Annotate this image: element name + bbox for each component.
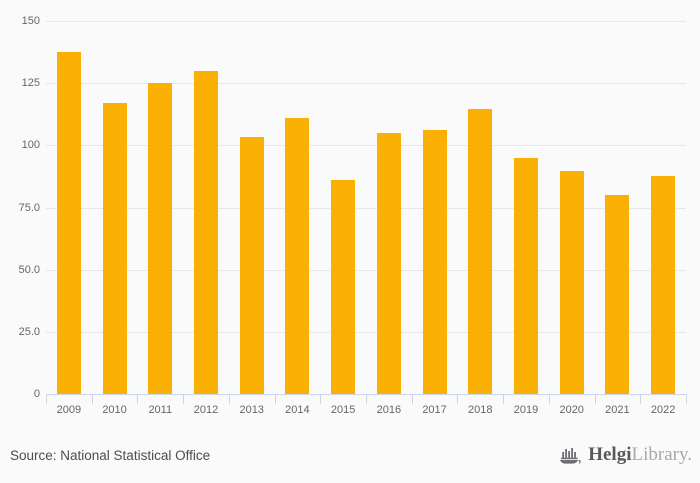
y-axis-label-50.0: 50.0 <box>18 263 40 276</box>
gridline-125 <box>46 83 686 85</box>
x-axis-label-2017: 2017 <box>422 404 447 416</box>
x-axis-tick <box>183 395 185 404</box>
helgi-ship-icon <box>559 445 583 465</box>
helgi-library-logo[interactable]: HelgiLibrary. <box>559 443 692 467</box>
x-axis-label-2013: 2013 <box>239 404 264 416</box>
x-axis-label-2022: 2022 <box>650 404 676 416</box>
gridline-25 <box>46 331 686 333</box>
x-axis-tick <box>640 395 642 404</box>
bar-2013[interactable] <box>239 136 264 394</box>
bar-2021[interactable] <box>605 195 630 394</box>
bar-2017[interactable] <box>422 130 447 394</box>
bar-2022[interactable] <box>651 176 676 394</box>
x-axis-label-2009: 2009 <box>56 404 82 416</box>
x-axis-tick <box>594 395 596 404</box>
logo-text-helgi: Helgi <box>588 444 632 465</box>
gridline-150 <box>46 21 686 22</box>
x-axis-tick <box>548 395 550 404</box>
y-axis-label-75.0: 75.0 <box>18 201 40 214</box>
plot-area <box>46 21 686 394</box>
bar-2019[interactable] <box>514 157 538 394</box>
logo-text-library: Library. <box>631 444 693 465</box>
x-axis-label-2018: 2018 <box>468 404 493 416</box>
gridline-75 <box>46 207 686 209</box>
x-axis-label-2021: 2021 <box>605 404 630 416</box>
y-axis-label-100: 100 <box>21 139 40 152</box>
bar-2014[interactable] <box>285 117 310 394</box>
bar-2010[interactable] <box>102 103 127 394</box>
y-axis-label-0: 0 <box>33 388 40 400</box>
y-axis-label-25.0: 25.0 <box>18 325 40 338</box>
y-axis-label-125: 125 <box>21 77 40 90</box>
x-axis-tick <box>137 395 139 404</box>
x-axis-tick <box>274 395 276 404</box>
x-axis-tick <box>411 395 413 404</box>
x-axis-tick <box>320 395 322 404</box>
bar-2015[interactable] <box>331 180 356 394</box>
bar-2018[interactable] <box>468 109 493 394</box>
x-axis-tick <box>46 395 47 404</box>
x-axis-tick <box>228 395 230 404</box>
bar-2011[interactable] <box>148 83 173 394</box>
x-axis-line <box>46 394 687 395</box>
x-axis-tick <box>503 395 505 404</box>
logo-wordmark: HelgiLibrary. <box>588 443 692 467</box>
x-axis-label-2012: 2012 <box>193 404 219 416</box>
x-axis-label-2011: 2011 <box>148 404 173 416</box>
x-axis-tick <box>366 395 367 404</box>
x-axis-label-2020: 2020 <box>559 404 584 416</box>
x-axis-label-2010: 2010 <box>102 404 127 416</box>
x-axis-label-2016: 2016 <box>376 404 402 416</box>
x-axis-label-2015: 2015 <box>330 404 356 416</box>
source-text: Source: National Statistical Office <box>10 448 211 463</box>
x-axis-tick <box>91 395 93 404</box>
x-axis-tick <box>686 395 687 404</box>
gridline-50 <box>46 269 686 271</box>
gridline-100 <box>46 145 686 147</box>
bar-2012[interactable] <box>194 70 218 394</box>
bar-2009[interactable] <box>56 52 81 394</box>
footer: Source: National Statistical Office <box>0 439 700 483</box>
x-axis-label-2014: 2014 <box>285 404 310 416</box>
y-axis-label-150: 150 <box>21 15 40 27</box>
x-axis-tick <box>457 395 459 404</box>
bar-2016[interactable] <box>376 132 401 394</box>
x-axis-label-2019: 2019 <box>513 404 539 416</box>
bar-2020[interactable] <box>559 171 584 394</box>
